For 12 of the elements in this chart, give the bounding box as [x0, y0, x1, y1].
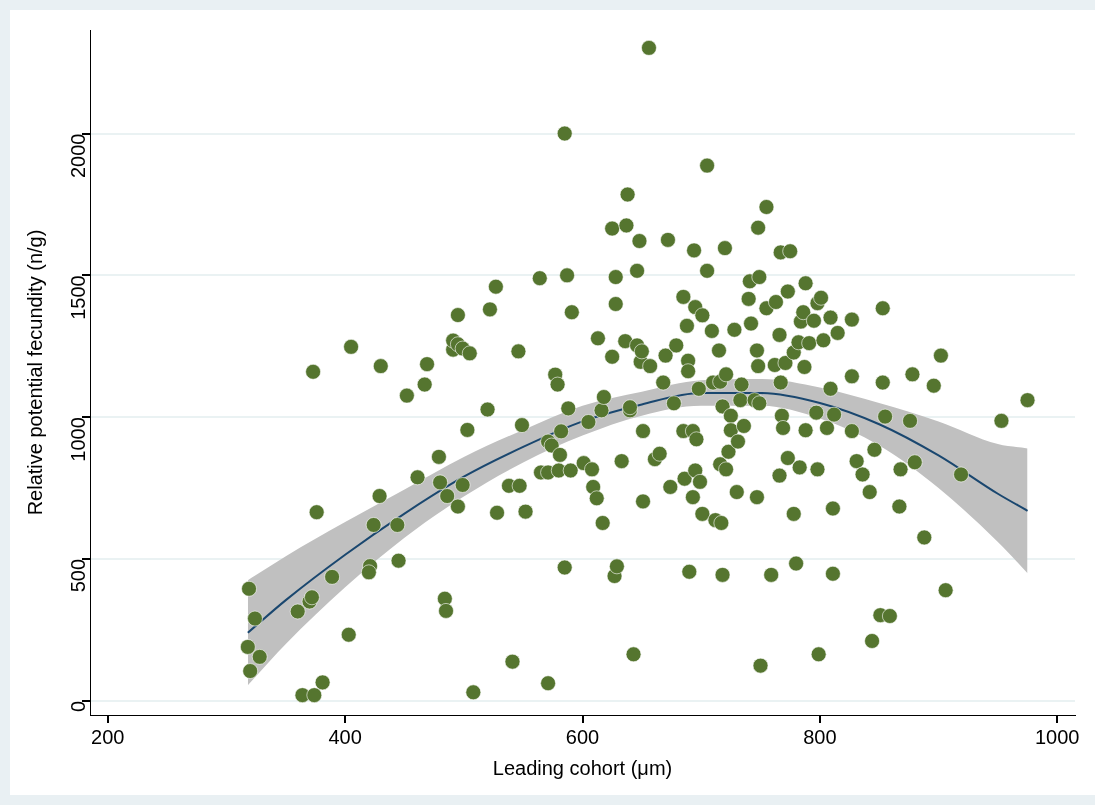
y-tick-label: 1000 — [66, 417, 89, 462]
x-tick-label: 1000 — [1034, 725, 1080, 748]
y-tick-label: 500 — [66, 559, 89, 593]
y-tick-label: 0 — [66, 700, 89, 712]
y-tick-label: 2000 — [66, 133, 89, 179]
x-tick-label: 200 — [91, 725, 125, 748]
x-tick-label: 400 — [328, 725, 362, 748]
y-tick-label: 1500 — [66, 275, 89, 320]
x-tick-label: 600 — [565, 725, 600, 748]
x-axis-title: Leading cohort (μm) — [492, 756, 673, 779]
x-tick-label: 800 — [803, 725, 837, 748]
y-axis-title: Relative potential fecundity (n/g) — [23, 229, 46, 516]
